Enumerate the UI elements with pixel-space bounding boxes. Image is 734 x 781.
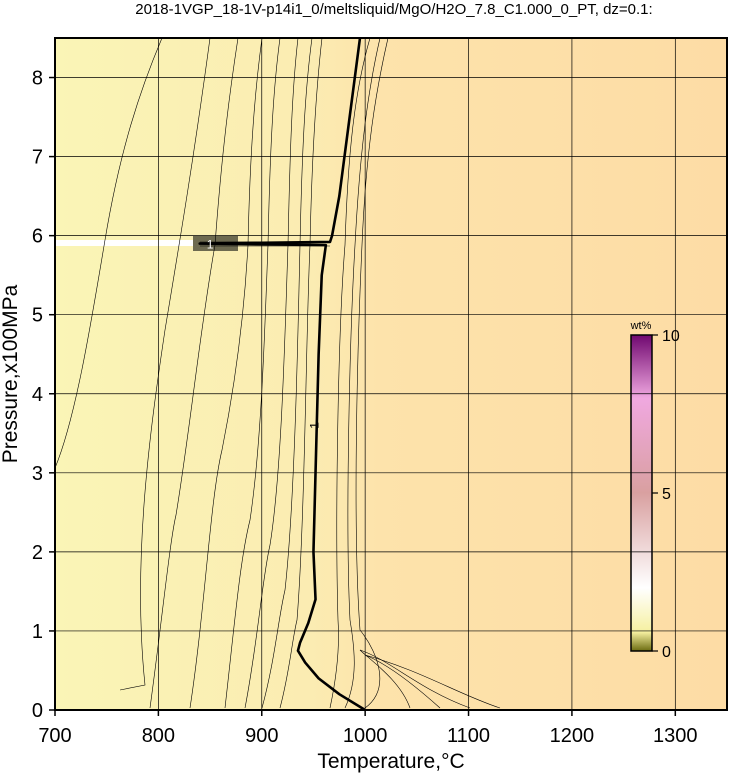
y-tick-label: 5 xyxy=(32,305,43,327)
chart-title: 2018-1VGP_18-1V-p14i1_0/meltsliquid/MgO/… xyxy=(135,1,652,18)
y-tick-label: 4 xyxy=(32,384,43,406)
contour-line xyxy=(198,37,366,712)
x-axis-label: Temperature,°C xyxy=(317,750,464,773)
contour-label: 1 xyxy=(308,422,322,429)
colorbar-tick-label: 5 xyxy=(662,486,671,503)
y-axis-label: Pressure,x100MPa xyxy=(0,284,22,463)
contours xyxy=(55,38,501,709)
x-tick-label: 900 xyxy=(245,725,278,747)
y-tick-label: 6 xyxy=(32,226,43,248)
colorbar-label: wt% xyxy=(630,320,652,332)
x-tick-label: 1200 xyxy=(550,725,595,747)
y-tick-label: 2 xyxy=(32,542,43,564)
plot-background xyxy=(55,38,727,710)
x-tick-label: 1300 xyxy=(653,725,698,747)
y-tick-label: 0 xyxy=(32,700,43,722)
y-tick-label: 7 xyxy=(32,147,43,169)
x-tick-label: 800 xyxy=(142,725,175,747)
y-tick-label: 3 xyxy=(32,463,43,485)
y-tick-label: 8 xyxy=(32,68,43,90)
colorbar-tick-label: 0 xyxy=(662,644,671,661)
y-tick-label: 1 xyxy=(32,621,43,643)
contour-label: 1 xyxy=(207,238,214,252)
white-strip xyxy=(55,240,195,246)
x-tick-label: 1000 xyxy=(343,725,388,747)
colorbar-tick-label: 10 xyxy=(662,328,680,345)
x-tick-label: 1100 xyxy=(447,725,490,747)
x-tick-label: 700 xyxy=(38,725,71,747)
colorbar xyxy=(630,334,653,652)
